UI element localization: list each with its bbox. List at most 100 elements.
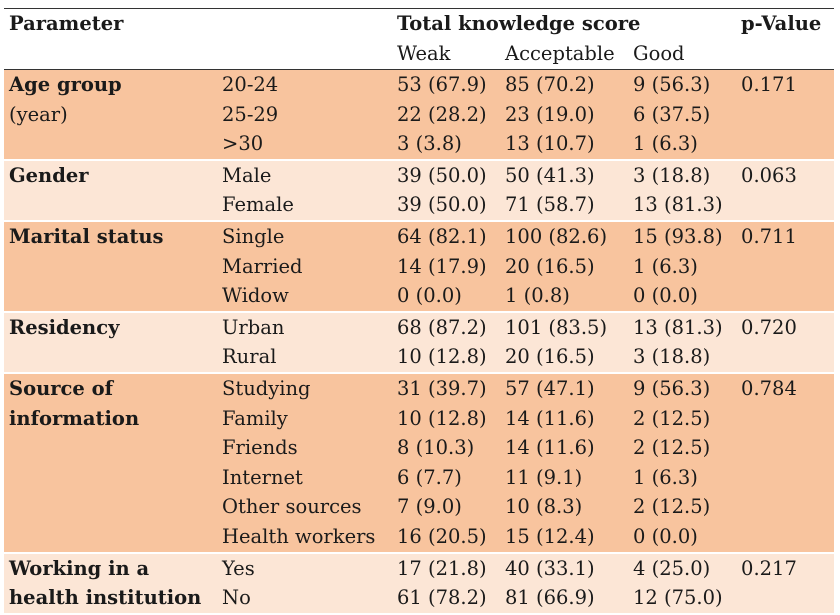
category-cell: Yes	[217, 551, 392, 584]
table-row: Other sources 7 (9.0) 10 (8.3) 2 (12.5)	[4, 492, 835, 522]
weak-cell: 16 (20.5)	[397, 524, 487, 548]
good-cell: 0 (0.0)	[633, 284, 698, 308]
good-cell: 9 (56.3)	[628, 68, 737, 100]
acceptable-cell: 100 (82.6)	[500, 219, 628, 252]
table-row: Source of Studying 31 (39.7) 57 (47.1) 9 (56…	[4, 371, 835, 404]
table-row: Health workers 16 (20.5) 15 (12.4) 0 (0.0)	[4, 521, 835, 553]
good-cell: 15 (93.8)	[628, 219, 737, 252]
weak-cell: 3 (3.8)	[397, 132, 462, 156]
acceptable-cell: 81 (66.9)	[505, 586, 595, 610]
parameter-name: (year)	[9, 102, 68, 126]
table-subheader-row: Weak Acceptable Good	[4, 39, 834, 70]
weak-cell: 10 (12.8)	[397, 345, 487, 369]
p-value-cell: 0.063	[736, 158, 835, 191]
category-cell: Friends	[222, 436, 298, 460]
table-row: information Family 10 (12.8) 14 (11.6) 2 (12…	[4, 403, 835, 434]
acceptable-cell: 20 (16.5)	[505, 254, 595, 278]
p-value-cell: 0.217	[736, 551, 835, 584]
category-cell: No	[222, 586, 251, 610]
good-cell: 1 (6.3)	[633, 132, 698, 156]
good-cell: 2 (12.5)	[633, 436, 711, 460]
category-cell: Urban	[217, 310, 392, 343]
table-row: Friends 8 (10.3) 14 (11.6) 2 (12.5)	[4, 433, 835, 463]
good-cell: 13 (81.3)	[633, 193, 723, 217]
table-row: Married 14 (17.9) 20 (16.5) 1 (6.3)	[4, 251, 835, 282]
weak-cell: 61 (78.2)	[397, 586, 487, 610]
acceptable-cell: 50 (41.3)	[500, 158, 628, 191]
parameter-name: Working in a	[4, 551, 217, 584]
p-value-cell: 0.171	[736, 68, 835, 100]
weak-cell: 39 (50.0)	[397, 193, 487, 217]
acceptable-cell: 71 (58.7)	[505, 193, 595, 217]
category-cell: >30	[222, 132, 264, 156]
acceptable-cell: 20 (16.5)	[505, 345, 595, 369]
header-p-value: p-Value	[736, 8, 835, 39]
good-cell: 3 (18.8)	[628, 158, 737, 191]
acceptable-cell: 15 (12.4)	[505, 524, 595, 548]
good-cell: 13 (81.3)	[628, 310, 737, 343]
category-cell: Family	[222, 406, 288, 430]
weak-cell: 64 (82.1)	[392, 219, 500, 252]
header-parameter: Parameter	[4, 8, 217, 39]
table-body: Age group 20-24 53 (67.9) 85 (70.2) 9 (56.3)…	[4, 68, 835, 613]
acceptable-cell: 10 (8.3)	[505, 495, 583, 519]
acceptable-cell: 11 (9.1)	[505, 465, 583, 489]
table-row: (year) 25-29 22 (28.2) 23 (19.0) 6 (37.5)	[4, 99, 835, 130]
category-cell: Single	[217, 219, 392, 252]
weak-cell: 14 (17.9)	[397, 254, 487, 278]
weak-cell: 0 (0.0)	[397, 284, 462, 308]
table-row: Working in a Yes 17 (21.8) 40 (33.1) 4 (25.0…	[4, 551, 835, 584]
weak-cell: 6 (7.7)	[397, 465, 462, 489]
category-cell: Health workers	[222, 524, 376, 548]
acceptable-cell: 57 (47.1)	[500, 371, 628, 404]
good-cell: 0 (0.0)	[633, 524, 698, 548]
acceptable-cell: 85 (70.2)	[500, 68, 628, 100]
table-row: Marital status Single 64 (82.1) 100 (82.6) 1…	[4, 219, 835, 252]
parameter-name: Age group	[4, 68, 217, 100]
category-cell: Married	[222, 254, 303, 278]
weak-cell: 22 (28.2)	[397, 102, 487, 126]
category-cell: Studying	[217, 371, 392, 404]
subheader-good: Good	[633, 42, 685, 65]
good-cell: 3 (18.8)	[633, 345, 711, 369]
knowledge-score-table: Parameter Total knowledge score p-Value …	[4, 8, 835, 613]
p-value-cell: 0.720	[736, 310, 835, 343]
weak-cell: 39 (50.0)	[392, 158, 500, 191]
category-cell: 25-29	[222, 102, 279, 126]
table-row: Internet 6 (7.7) 11 (9.1) 1 (6.3)	[4, 462, 835, 493]
weak-cell: 31 (39.7)	[392, 371, 500, 404]
category-cell: Rural	[222, 345, 277, 369]
parameter-name: information	[9, 406, 140, 430]
parameter-name: Gender	[4, 158, 217, 191]
weak-cell: 17 (21.8)	[392, 551, 500, 584]
table-row: Rural 10 (12.8) 20 (16.5) 3 (18.8)	[4, 342, 835, 373]
acceptable-cell: 13 (10.7)	[505, 132, 595, 156]
category-cell: Widow	[222, 284, 289, 308]
good-cell: 1 (6.3)	[633, 254, 698, 278]
parameter-name: Marital status	[4, 219, 217, 252]
acceptable-cell: 23 (19.0)	[505, 102, 595, 126]
category-cell: Female	[222, 193, 294, 217]
acceptable-cell: 14 (11.6)	[505, 436, 595, 460]
acceptable-cell: 14 (11.6)	[505, 406, 595, 430]
table-row: health institution No 61 (78.2) 81 (66.9) 12…	[4, 583, 835, 613]
table-row: Widow 0 (0.0) 1 (0.8) 0 (0.0)	[4, 281, 835, 312]
table-row: Female 39 (50.0) 71 (58.7) 13 (81.3)	[4, 190, 835, 221]
subheader-weak: Weak	[397, 42, 451, 65]
good-cell: 2 (12.5)	[633, 406, 711, 430]
category-cell: Male	[217, 158, 392, 191]
weak-cell: 10 (12.8)	[397, 406, 487, 430]
acceptable-cell: 1 (0.8)	[505, 284, 570, 308]
weak-cell: 53 (67.9)	[392, 68, 500, 100]
table-row: >30 3 (3.8) 13 (10.7) 1 (6.3)	[4, 129, 835, 160]
acceptable-cell: 101 (83.5)	[500, 310, 628, 343]
category-cell: Other sources	[222, 495, 362, 519]
parameter-name: Source of	[4, 371, 217, 404]
table-row: Age group 20-24 53 (67.9) 85 (70.2) 9 (56.3)…	[4, 68, 835, 100]
parameter-name: health institution	[9, 586, 202, 610]
weak-cell: 68 (87.2)	[392, 310, 500, 343]
weak-cell: 8 (10.3)	[397, 436, 475, 460]
good-cell: 1 (6.3)	[633, 465, 698, 489]
subheader-acceptable: Acceptable	[505, 42, 615, 65]
